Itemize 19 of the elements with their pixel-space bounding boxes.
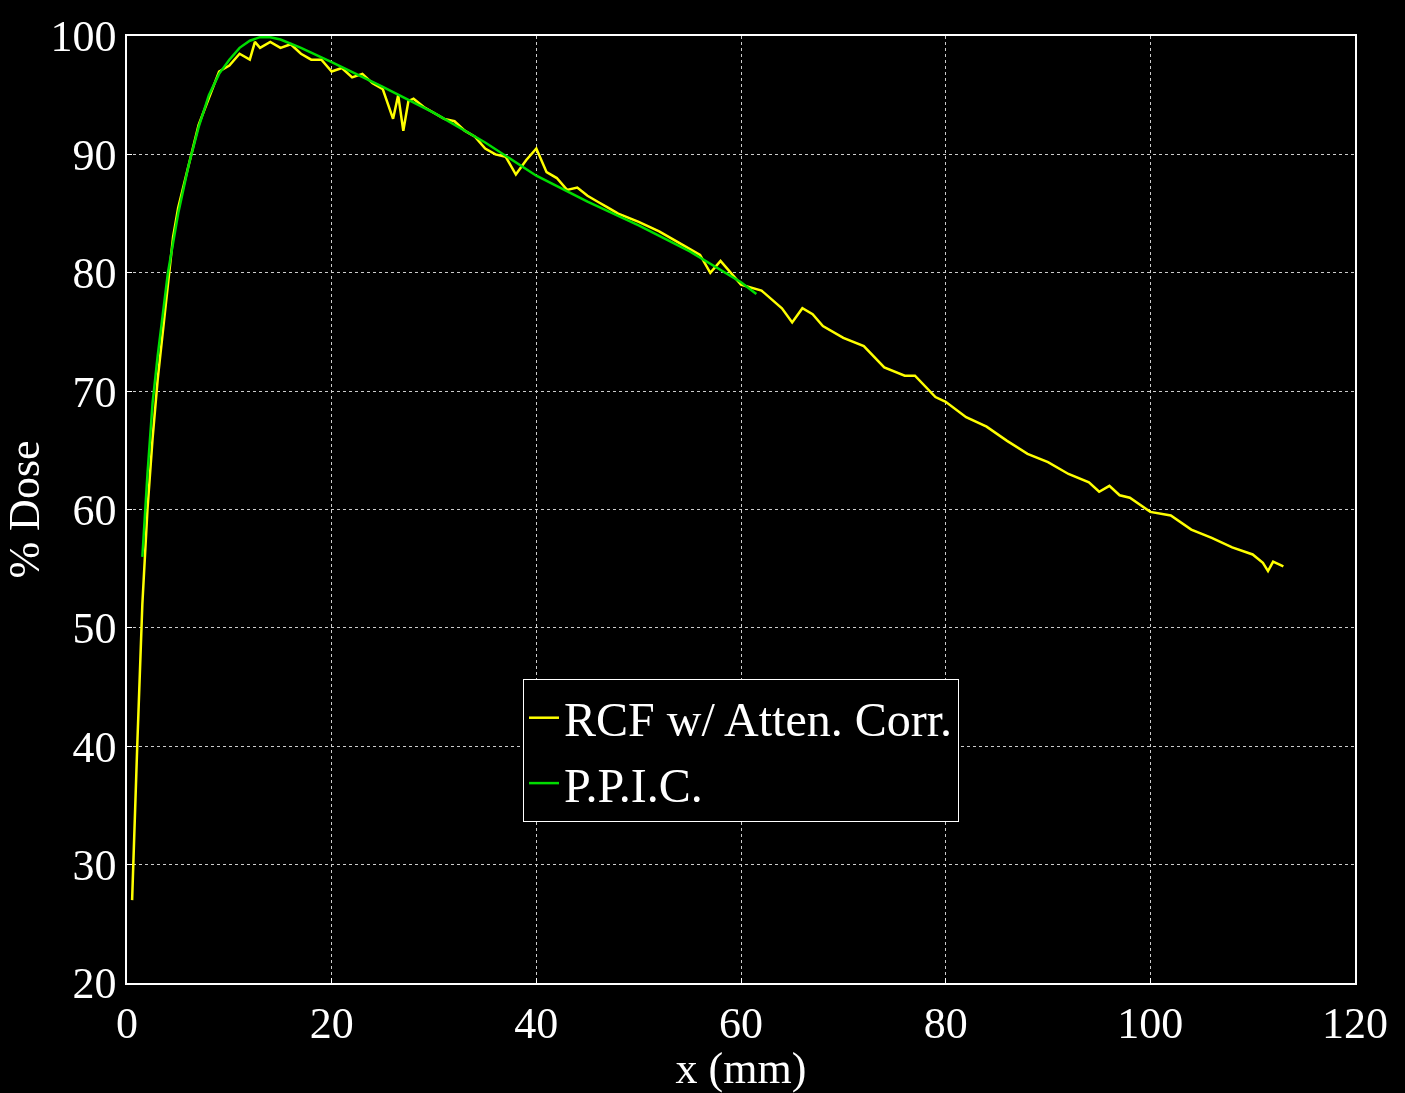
x-tick-label: 40: [514, 998, 559, 1048]
line-series: [141, 36, 758, 559]
y-tick-label: 60: [72, 485, 117, 535]
x-tick-label: 20: [309, 998, 354, 1048]
y-tick-label: 90: [72, 130, 117, 180]
y-tick-label: 30: [72, 841, 117, 891]
y-tick-label: 80: [72, 249, 117, 299]
y-tick-label: 70: [72, 367, 117, 417]
x-tick-label: 80: [923, 998, 968, 1048]
y-tick-label: 40: [72, 722, 117, 772]
y-tick-label: 20: [72, 959, 117, 1009]
x-tick-label: 100: [1117, 998, 1184, 1048]
x-tick-label: 0: [116, 998, 138, 1048]
legend-label: RCF w/ Atten. Corr.: [564, 693, 953, 747]
y-tick-label: 100: [50, 12, 117, 62]
y-tick-label: 50: [72, 604, 117, 654]
legend-label: P.P.I.C.: [564, 758, 703, 812]
x-tick-label: 120: [1322, 998, 1388, 1048]
y-axis-title: % Dose: [0, 440, 49, 579]
